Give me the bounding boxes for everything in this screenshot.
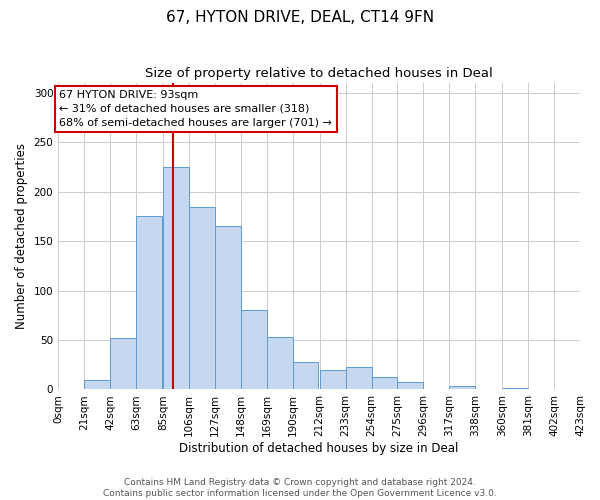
X-axis label: Distribution of detached houses by size in Deal: Distribution of detached houses by size …	[179, 442, 459, 455]
Bar	[136, 216, 162, 390]
Text: 67 HYTON DRIVE: 93sqm
← 31% of detached houses are smaller (318)
68% of semi-det: 67 HYTON DRIVE: 93sqm ← 31% of detached …	[59, 90, 332, 128]
Bar	[346, 366, 371, 390]
Text: Contains HM Land Registry data © Crown copyright and database right 2024.
Contai: Contains HM Land Registry data © Crown c…	[103, 478, 497, 498]
Y-axis label: Number of detached properties: Number of detached properties	[15, 144, 28, 330]
Bar	[502, 388, 528, 390]
Bar	[163, 167, 189, 390]
Bar	[189, 206, 215, 390]
Bar	[110, 338, 136, 390]
Bar	[241, 310, 266, 390]
Bar	[397, 382, 424, 390]
Bar	[320, 370, 346, 390]
Bar	[371, 376, 397, 390]
Text: 67, HYTON DRIVE, DEAL, CT14 9FN: 67, HYTON DRIVE, DEAL, CT14 9FN	[166, 10, 434, 25]
Bar	[84, 380, 110, 390]
Title: Size of property relative to detached houses in Deal: Size of property relative to detached ho…	[145, 68, 493, 80]
Bar	[266, 337, 293, 390]
Bar	[449, 386, 475, 390]
Bar	[293, 362, 319, 390]
Bar	[215, 226, 241, 390]
